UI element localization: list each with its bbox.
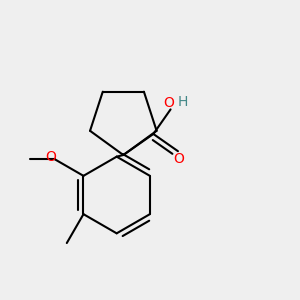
Text: O: O [173, 152, 184, 166]
Text: O: O [164, 96, 174, 110]
Text: H: H [178, 95, 188, 109]
Text: O: O [45, 151, 56, 164]
